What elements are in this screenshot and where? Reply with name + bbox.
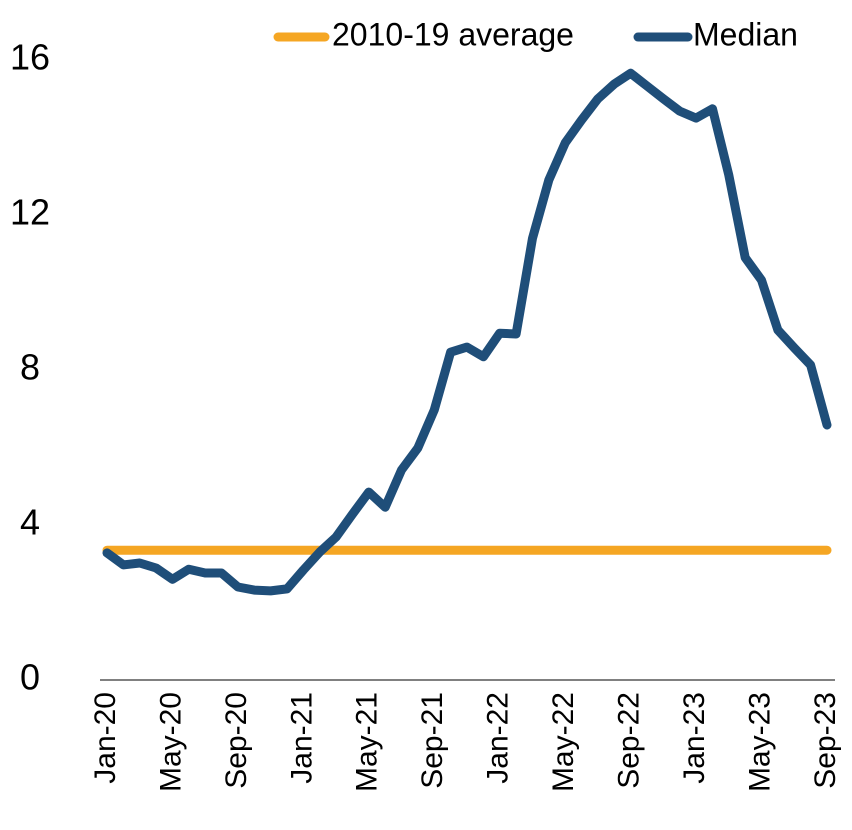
legend-label: Median	[693, 16, 798, 52]
y-tick-label: 12	[10, 192, 50, 233]
x-tick-label: May-23	[743, 692, 776, 792]
x-tick-label: Jan-22	[482, 692, 515, 784]
y-tick-label: 0	[20, 657, 40, 698]
x-tick-label: Jan-21	[285, 692, 318, 784]
y-tick-label: 4	[20, 502, 40, 543]
line-series	[102, 68, 832, 596]
x-tick-label: Jan-20	[89, 692, 122, 784]
x-tick-label: May-20	[154, 692, 187, 792]
x-tick-label: Sep-22	[613, 692, 646, 789]
x-tick-label: May-21	[351, 692, 384, 792]
y-tick-label: 8	[20, 347, 40, 388]
x-tick-label: Jan-23	[678, 692, 711, 784]
legend-label: 2010-19 average	[332, 16, 574, 52]
y-tick-label: 16	[10, 37, 50, 78]
x-tick-label: Sep-20	[220, 692, 253, 789]
x-tick-label: May-22	[547, 692, 580, 792]
x-tick-label: Sep-23	[809, 692, 842, 789]
x-tick-label: Sep-21	[416, 692, 449, 789]
